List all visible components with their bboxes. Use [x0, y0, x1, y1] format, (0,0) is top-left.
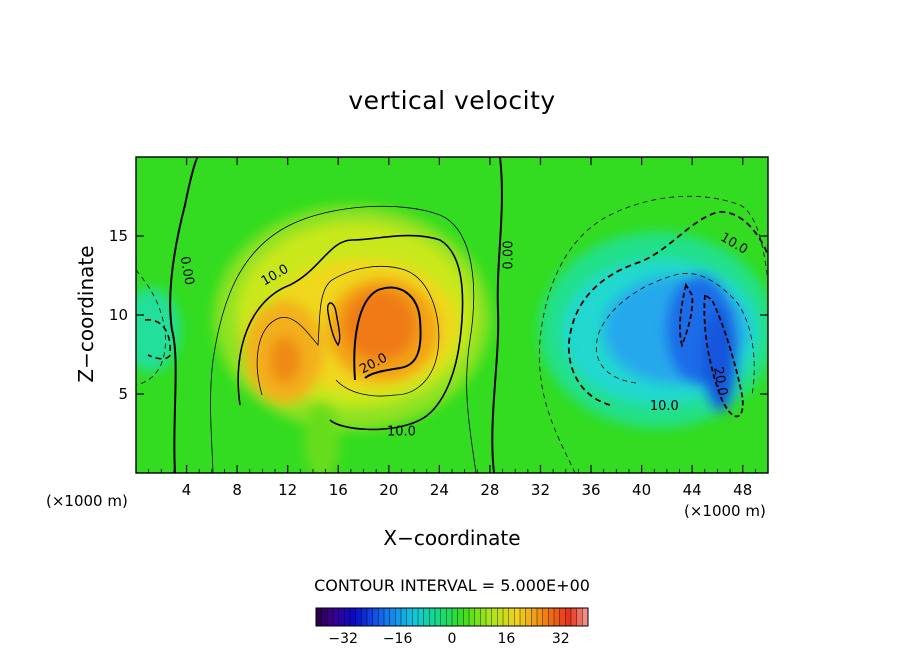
- colorbar-segment: [474, 608, 481, 626]
- colorbar-tick-label: 0: [448, 631, 457, 647]
- contour-line: [169, 157, 199, 473]
- colorbar-tick-label: −32: [328, 631, 358, 647]
- colorbar-segment: [463, 608, 470, 626]
- colorbar-segment: [401, 608, 408, 626]
- contour-value-label: 20.0: [710, 366, 730, 397]
- colorbar-tick-label: 16: [497, 631, 515, 647]
- colorbar-segment: [525, 608, 532, 626]
- contour-line: [703, 293, 744, 418]
- heatmap-field: 0.00 10.020.010.00.00 10.020.010.0: [136, 157, 768, 473]
- colorbar-segment: [316, 608, 323, 626]
- contour-line: [144, 319, 171, 360]
- colorbar-segment: [469, 608, 476, 626]
- contour-line: [237, 234, 464, 431]
- colorbar-segment: [582, 608, 589, 626]
- colorbar-tick-label: 32: [552, 631, 570, 647]
- contour-line: [679, 282, 694, 348]
- colorbar-segment: [531, 608, 538, 626]
- x-tick-label: 48: [733, 481, 752, 499]
- x-axis-label: X−coordinate: [383, 526, 521, 550]
- colorbar-segment: [395, 608, 402, 626]
- chart-title: vertical velocity: [348, 86, 556, 115]
- y-tick-label: 5: [118, 385, 128, 403]
- contour-line: [256, 265, 440, 397]
- contour-line: [326, 302, 341, 347]
- colorbar-segment: [423, 608, 430, 626]
- colorbar-segment: [389, 608, 396, 626]
- x-tick-label: 36: [581, 481, 600, 499]
- colorbar-frame: [315, 607, 589, 627]
- colorbar: −32 −16 0 16 32: [315, 607, 589, 647]
- x-tick-label: 20: [379, 481, 398, 499]
- colorbar-segment: [333, 608, 340, 626]
- colorbar-segment: [548, 608, 555, 626]
- colorbar-segment: [542, 608, 549, 626]
- contour-value-label: 0.00: [177, 255, 197, 286]
- colorbar-segment: [514, 608, 521, 626]
- colorbar-segment: [508, 608, 515, 626]
- colorbar-segment: [571, 608, 578, 626]
- colorbar-segment: [355, 608, 362, 626]
- colorbar-tick-label: −16: [383, 631, 413, 647]
- x-tick-label: 32: [531, 481, 550, 499]
- x-tick-label: 40: [632, 481, 651, 499]
- colorbar-segment: [446, 608, 453, 626]
- x-units-label-left: (×1000 m): [46, 492, 128, 510]
- x-tick-label: 12: [278, 481, 297, 499]
- x-tick-label: 28: [480, 481, 499, 499]
- contour-value-label: 10.0: [650, 399, 679, 414]
- colorbar-segment: [559, 608, 566, 626]
- colorbar-segment: [361, 608, 368, 626]
- colorbar-segment: [406, 608, 413, 626]
- colorbar-segment: [412, 608, 419, 626]
- x-tick-label: 16: [329, 481, 348, 499]
- contour-line: [491, 157, 503, 473]
- x-tick-label: 44: [683, 481, 702, 499]
- colorbar-segment: [321, 608, 328, 626]
- colorbar-segment: [520, 608, 527, 626]
- colorbar-segment: [486, 608, 493, 626]
- x-tick-label: 8: [232, 481, 242, 499]
- colorbar-segment: [537, 608, 544, 626]
- contour-value-label: 10.0: [387, 424, 416, 439]
- y-tick-label: 10: [109, 306, 128, 324]
- colorbar-segment: [338, 608, 345, 626]
- colorbar-segment: [491, 608, 498, 626]
- x-tick-label: 24: [430, 481, 449, 499]
- colorbar-segment: [576, 608, 583, 626]
- colorbar-segment: [367, 608, 374, 626]
- colorbar-segment: [457, 608, 464, 626]
- colorbar-segment: [452, 608, 459, 626]
- colorbar-segment: [503, 608, 510, 626]
- colorbar-segment: [440, 608, 447, 626]
- contour-line: [596, 273, 755, 396]
- contour-line: [210, 205, 477, 473]
- x-units-label-right: (×1000 m): [684, 502, 766, 520]
- contour-value-label: 0.00: [501, 240, 516, 269]
- colorbar-segment: [565, 608, 572, 626]
- colorbar-segment: [384, 608, 391, 626]
- colorbar-segment: [435, 608, 442, 626]
- colorbar-segment: [372, 608, 379, 626]
- y-axis-label: Z−coordinate: [74, 245, 98, 383]
- colorbar-segment: [480, 608, 487, 626]
- colorbar-segment: [429, 608, 436, 626]
- colorbar-segment: [344, 608, 351, 626]
- contour-line: [538, 195, 768, 473]
- x-tick-label: 4: [182, 481, 192, 499]
- colorbar-segment: [554, 608, 561, 626]
- colorbar-segment: [378, 608, 385, 626]
- colorbar-segment: [418, 608, 425, 626]
- contour-line: [353, 286, 422, 381]
- y-tick-label: 15: [109, 227, 128, 245]
- colorbar-segment: [497, 608, 504, 626]
- colorbar-segment: [350, 608, 357, 626]
- contour-line: [567, 211, 768, 406]
- colorbar-segment: [327, 608, 334, 626]
- contour-interval-label: CONTOUR INTERVAL = 5.000E+00: [314, 576, 590, 595]
